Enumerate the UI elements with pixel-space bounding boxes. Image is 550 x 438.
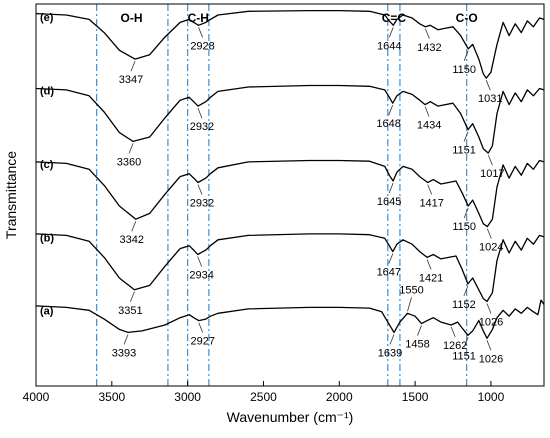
- annotation-leader: [388, 27, 394, 38]
- annotation-leader: [486, 228, 492, 239]
- peak-annotation: 1432: [417, 42, 441, 54]
- spectrum-line: [35, 9, 545, 79]
- peak-annotation: 2928: [190, 40, 214, 52]
- peak-annotation: 1644: [377, 40, 401, 52]
- reference-lines: [96, 4, 468, 386]
- peak-annotation: 1151: [452, 350, 476, 362]
- annotation-leader: [426, 259, 432, 270]
- peak-annotation: 3347: [119, 74, 143, 86]
- x-tick-label: 1000: [478, 390, 505, 404]
- peak-annotation: 1024: [479, 242, 503, 254]
- peak-annotation: 1026: [479, 353, 503, 365]
- annotation-leader: [389, 334, 395, 345]
- spectrum-line: [35, 233, 545, 303]
- peak-annotation: 1150: [452, 221, 476, 233]
- peak-annotation: 1550: [399, 284, 423, 296]
- annotation-leader: [388, 105, 394, 116]
- annotation-leader: [463, 50, 469, 61]
- annotation-leader: [485, 80, 491, 91]
- band-label: C=C: [382, 11, 407, 25]
- peak-annotation: 1639: [378, 347, 402, 359]
- x-tick-label: 2500: [250, 390, 277, 404]
- peak-annotation: 1026: [479, 317, 503, 329]
- annotation-leader: [197, 107, 203, 119]
- spectrum-line: [35, 299, 545, 339]
- annotation-leader: [197, 184, 203, 195]
- x-tick-label: 2000: [326, 390, 353, 404]
- annotation-leader: [463, 285, 469, 297]
- x-tick-label: 4000: [23, 390, 50, 404]
- peak-annotations: 3347 2928 1644 1432 1150 1031 3360 2932 1648 1434…: [112, 27, 505, 365]
- series-label: (e): [40, 12, 54, 24]
- annotation-leader: [486, 303, 492, 314]
- peak-annotation: 2927: [190, 336, 214, 348]
- series-label: (c): [40, 159, 54, 171]
- annotation-leader: [131, 221, 137, 232]
- series-label: (d): [40, 85, 54, 97]
- peak-annotation: 1647: [377, 267, 401, 279]
- x-axis-ticks: 4000 3500 3000 2500 2000 1500 1000: [23, 381, 505, 404]
- peak-annotation: 1458: [405, 339, 429, 351]
- plot-frame: [35, 3, 545, 387]
- annotation-leader: [417, 325, 422, 336]
- series-label: (b): [40, 232, 54, 244]
- annotation-leader: [130, 291, 135, 302]
- annotation-leader: [427, 184, 433, 195]
- annotation-leader: [388, 253, 394, 264]
- x-tick-label: 3000: [174, 390, 201, 404]
- peak-annotation: 1031: [478, 93, 502, 105]
- peak-annotation: 3393: [112, 347, 136, 359]
- annotation-leader: [487, 154, 493, 166]
- peak-annotation: 3342: [120, 234, 144, 246]
- peak-annotation: 1152: [452, 299, 476, 311]
- band-label: C-O: [456, 11, 478, 25]
- annotation-leader: [425, 28, 430, 39]
- peak-annotation: 1262: [443, 340, 467, 352]
- spectra: [35, 9, 545, 339]
- series-labels: (e) (d) (c) (b) (a): [40, 12, 54, 318]
- spectrum-line: [35, 84, 545, 154]
- band-label: C-H: [188, 11, 209, 25]
- x-tick-label: 3500: [98, 390, 125, 404]
- annotation-leader: [486, 340, 492, 351]
- peak-annotation: 2932: [190, 121, 214, 133]
- x-tick-label: 1500: [402, 390, 429, 404]
- annotation-leader: [130, 60, 136, 72]
- spectrum-line: [35, 159, 545, 228]
- annotation-leader: [197, 256, 203, 267]
- peak-annotation: 2934: [189, 270, 213, 282]
- annotation-leader: [407, 297, 412, 312]
- annotation-leader: [463, 207, 469, 219]
- series-label: (a): [40, 306, 54, 318]
- peak-annotation: 1648: [376, 118, 400, 130]
- annotation-leader: [198, 322, 204, 333]
- annotation-leader: [388, 182, 394, 194]
- annotation-leader: [128, 143, 134, 154]
- annotation-leader: [450, 326, 456, 338]
- annotation-leader: [198, 27, 203, 38]
- peak-annotation: 1151: [452, 145, 476, 157]
- band-labels: O-H C-H C=C C-O: [121, 11, 478, 25]
- peak-annotation: 2932: [190, 198, 214, 210]
- annotation-leader: [463, 337, 469, 348]
- annotation-leader: [123, 334, 129, 345]
- x-axis-title: Wavenumber (cm⁻¹): [227, 409, 354, 425]
- annotation-leader: [424, 106, 430, 117]
- y-axis-title: Transmittance: [3, 151, 19, 239]
- peak-annotation: 3351: [118, 305, 142, 317]
- peak-annotation: 1421: [419, 272, 443, 284]
- annotation-leader: [463, 131, 469, 142]
- peak-annotation: 3360: [117, 156, 141, 168]
- peak-annotation: 1017: [480, 168, 504, 180]
- band-label: O-H: [121, 11, 143, 25]
- peak-annotation: 1150: [452, 64, 476, 76]
- peak-annotation: 1645: [377, 196, 401, 208]
- peak-annotation: 1434: [417, 120, 441, 132]
- peak-annotation: 1417: [419, 198, 443, 210]
